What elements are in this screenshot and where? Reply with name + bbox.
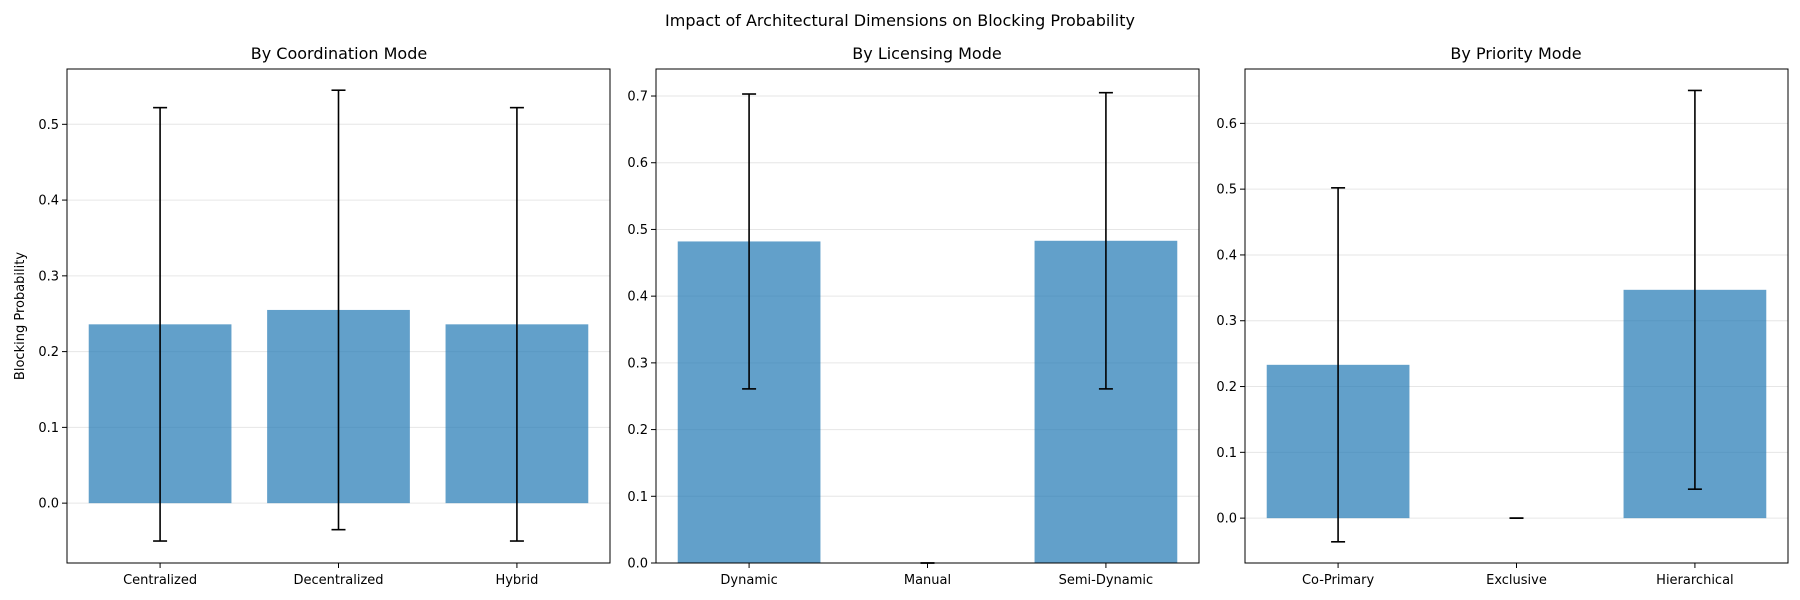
chart-title: Impact of Architectural Dimensions on Bl… — [665, 11, 1135, 30]
error-bars — [153, 89, 524, 542]
x-tick-label: Hierarchical — [1656, 573, 1733, 588]
y-tick-label: 0.5 — [627, 223, 648, 238]
y-tick-label: 0.5 — [1216, 183, 1237, 198]
y-tick-label: 0.2 — [627, 423, 648, 438]
y-tick-label: 0.7 — [627, 90, 648, 105]
axes-frame — [66, 68, 611, 564]
y-tick-label: 0.1 — [627, 490, 648, 505]
x-tick-label: Dynamic — [720, 573, 777, 588]
y-ticks: 0.0 0.1 0.2 0.3 0.4 0.5 0.6 0.7 — [627, 90, 656, 572]
y-ticks: 0.0 0.1 0.2 0.3 0.4 0.5 0.6 — [1216, 117, 1245, 527]
y-tick-label: 0.6 — [1216, 117, 1237, 132]
y-tick-label: 0.4 — [38, 194, 59, 209]
y-tick-label: 0.1 — [38, 421, 59, 436]
y-tick-label: 0.2 — [1216, 380, 1237, 395]
y-tick-label: 0.6 — [627, 156, 648, 171]
x-tick-label: Semi-Dynamic — [1059, 573, 1154, 588]
axes-frame — [1244, 68, 1789, 564]
panel-licensing-mode: By Licensing Mode 0.00.10.20.30.40.50.60… — [627, 44, 1200, 588]
panel-title: By Coordination Mode — [251, 44, 427, 63]
axes-frame — [655, 68, 1200, 564]
x-ticks: Dynamic Manual Semi-Dynamic — [720, 563, 1153, 588]
y-tick-label: 0.4 — [1216, 248, 1237, 263]
y-tick-label: 0.3 — [627, 356, 648, 371]
panel-coordination-mode: By Coordination Mode 0.00.10.20.30.40.5 … — [13, 44, 611, 588]
y-tick-label: 0.4 — [627, 290, 648, 305]
y-tick-label: 0.0 — [1216, 512, 1237, 527]
x-tick-label: Decentralized — [293, 573, 383, 588]
x-ticks: Co-Primary Exclusive Hierarchical — [1302, 563, 1734, 588]
x-tick-label: Exclusive — [1486, 573, 1547, 588]
x-tick-label: Manual — [904, 573, 951, 588]
bars — [1266, 289, 1767, 519]
panel-title: By Licensing Mode — [852, 44, 1001, 63]
y-tick-label: 0.3 — [38, 269, 59, 284]
x-tick-label: Hybrid — [495, 573, 538, 588]
y-tick-label: 0.0 — [38, 497, 59, 512]
x-tick-label: Centralized — [123, 573, 197, 588]
x-ticks: Centralized Decentralized Hybrid — [123, 563, 538, 588]
bars — [677, 240, 1178, 563]
error-bars — [1331, 89, 1702, 543]
y-tick-label: 0.5 — [38, 118, 59, 133]
y-ticks: 0.0 0.1 0.2 0.3 0.4 0.5 — [38, 118, 67, 512]
panel-title: By Priority Mode — [1450, 44, 1581, 63]
panel-priority-mode: By Priority Mode 0.0 0.1 0.2 0.3 0.4 0.5 0.6 C… — [1216, 44, 1789, 588]
y-tick-label: 0.2 — [38, 345, 59, 360]
y-tick-label: 0.1 — [1216, 446, 1237, 461]
y-axis-label: Blocking Probability — [13, 252, 28, 380]
y-tick-label: 0.3 — [1216, 314, 1237, 329]
error-bars — [742, 91, 1113, 564]
x-tick-label: Co-Primary — [1302, 573, 1375, 588]
y-tick-label: 0.0 — [627, 557, 648, 572]
